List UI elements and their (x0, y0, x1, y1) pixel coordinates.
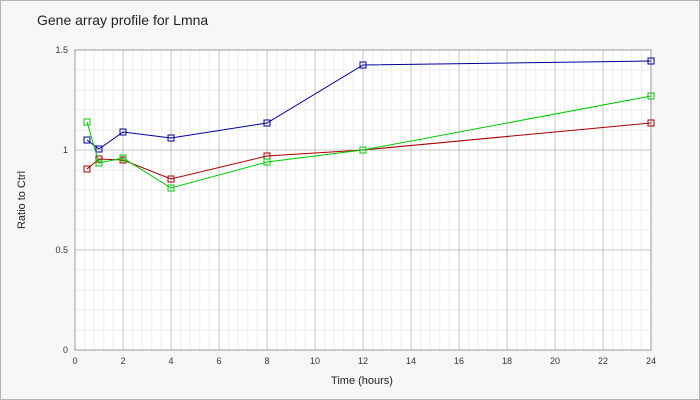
x-tick-label: 24 (646, 356, 656, 366)
data-point (167, 175, 175, 183)
data-point (95, 145, 103, 153)
data-point (83, 136, 91, 144)
data-point (263, 119, 271, 127)
chart-title: Gene array profile for Lmna (37, 12, 208, 28)
data-point (119, 154, 127, 162)
data-point (359, 146, 367, 154)
x-tick-label: 12 (358, 356, 368, 366)
x-tick-label: 10 (310, 356, 320, 366)
x-axis-label: Time (hours) (331, 375, 393, 387)
x-tick-label: 16 (454, 356, 464, 366)
data-point (83, 165, 91, 173)
data-point (167, 184, 175, 192)
series-layer (83, 57, 655, 192)
data-point (647, 57, 655, 65)
plot-border (74, 49, 652, 351)
series-line-1 (86, 60, 652, 150)
x-tick-label: 8 (264, 356, 269, 366)
x-tick-label: 0 (72, 356, 77, 366)
x-tick-label: 6 (216, 356, 221, 366)
y-tick-label: 0.5 (55, 245, 68, 255)
x-tick-label: 2 (120, 356, 125, 366)
data-point (359, 61, 367, 69)
data-point (119, 128, 127, 136)
y-axis-label: Ratio to Ctrl (16, 171, 28, 229)
x-tick-label: 22 (598, 356, 608, 366)
x-tick-label: 20 (550, 356, 560, 366)
series-line-3 (86, 95, 652, 189)
y-tick-label: 1 (63, 145, 68, 155)
x-tick-label: 14 (406, 356, 416, 366)
data-point (95, 159, 103, 167)
data-point (647, 119, 655, 127)
x-tick-label: 4 (168, 356, 173, 366)
x-axis-ticks: 0 2 4 6 8 10 12 14 16 18 20 22 24 (72, 356, 656, 366)
data-point (263, 158, 271, 166)
data-point (167, 134, 175, 142)
y-axis-ticks: 0 0.5 1 1.5 (55, 45, 68, 355)
y-tick-label: 0 (63, 345, 68, 355)
x-tick-label: 18 (502, 356, 512, 366)
y-tick-label: 1.5 (55, 45, 68, 55)
data-point (647, 92, 655, 100)
data-point (83, 118, 91, 126)
